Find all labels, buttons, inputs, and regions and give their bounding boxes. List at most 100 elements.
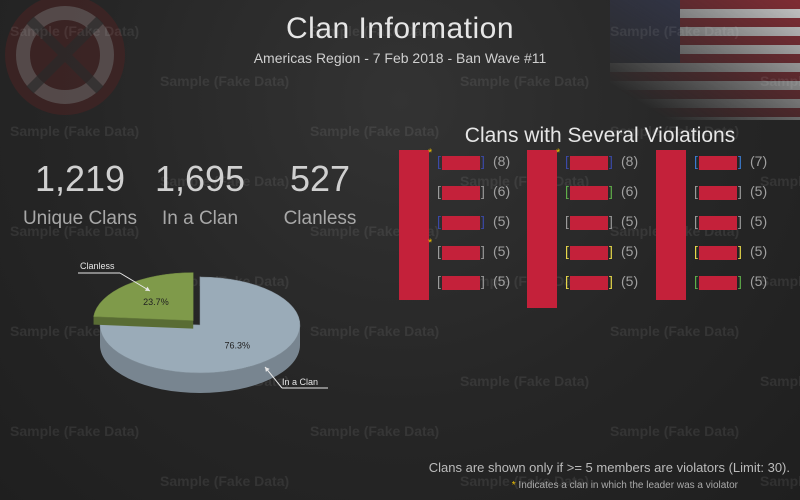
violation-count: (5) [750, 273, 768, 289]
stat-value: 1,219 [34, 158, 126, 199]
violation-count: (6) [493, 183, 511, 199]
star-note-text: Indicates a clan in which the leader was… [518, 480, 738, 491]
stat-clanless: 527 Clanless [255, 158, 385, 230]
flag-image [610, 0, 800, 120]
bracket-open: [ [437, 153, 441, 169]
watermark-text: Sample (Fake Data) [460, 373, 590, 389]
bracket-close: ] [609, 273, 613, 289]
column-bar [399, 150, 429, 300]
watermark-text: Sample (Fake Data) [610, 423, 740, 439]
star-icon: * [428, 237, 433, 249]
pie-callout-arrow [145, 286, 150, 291]
watermark-text: Sample (Fake Data) [310, 123, 440, 139]
clan-entry: * [] (8) [556, 147, 660, 173]
clan-entry: * [] (8) [428, 147, 532, 173]
redacted-clan-name [442, 276, 480, 290]
bracket-open: [ [565, 273, 569, 289]
clan-entry: [] (5) [694, 243, 789, 263]
bracket-close: ] [481, 273, 485, 289]
clan-entry: [] (5) [694, 183, 789, 203]
violation-count: (5) [493, 213, 511, 229]
watermark-text: Sample (Fake Data) [610, 23, 740, 39]
watermark-text: Sample (Fake Data) [460, 73, 590, 89]
redacted-clan-name [699, 246, 737, 260]
watermark-text: Sample (Fake Data) [160, 473, 290, 489]
bracket-open: [ [437, 183, 441, 199]
violation-count: (5) [621, 243, 639, 259]
pie-value-label: 76.3% [225, 340, 251, 350]
watermark-text: Sample (Fake Data) [760, 173, 800, 189]
violation-count: (5) [621, 213, 639, 229]
redacted-clan-name [570, 246, 608, 260]
violation-count: (7) [750, 153, 768, 169]
watermark-text: Sample (Fake Data) [10, 423, 140, 439]
redacted-clan-name [570, 276, 608, 290]
stat-label: In a Clan [161, 208, 239, 229]
watermark-text: Sample (Fake Data) [610, 323, 740, 339]
violations-title: Clans with Several Violations [464, 124, 736, 147]
star-icon: * [428, 147, 433, 159]
redacted-clan-name [699, 186, 737, 200]
pie-callout-leader [119, 272, 151, 292]
bracket-open: [ [565, 213, 569, 229]
bracket-open: [ [694, 273, 698, 289]
bracket-close: ] [609, 243, 613, 259]
watermark-text: Sample (Fake Data) [310, 323, 440, 339]
redacted-clan-name [442, 216, 480, 230]
footer-note: Clans are shown only if >= 5 members are… [428, 460, 790, 475]
pie-callout-leader [264, 366, 283, 389]
redacted-clan-name [699, 276, 737, 290]
watermark-text: Sample (Fake Data) [760, 373, 800, 389]
pie-slice [93, 272, 194, 321]
bracket-close: ] [738, 243, 742, 259]
redacted-clan-name [570, 156, 608, 170]
page-subtitle: Americas Region - 7 Feb 2018 - Ban Wave … [253, 50, 547, 66]
clan-entry: [] (5) [565, 213, 660, 233]
page-title: Clan Information [285, 12, 515, 45]
pie-callout-label: In a Clan [282, 377, 318, 387]
clan-entry: [] (5) [437, 273, 532, 293]
bracket-close: ] [738, 213, 742, 229]
bracket-close: ] [481, 153, 485, 169]
watermark-text: Sample (Fake Data) [310, 423, 440, 439]
violation-count: (5) [493, 273, 511, 289]
stat-in-a-clan: 1,695 In a Clan [135, 158, 265, 230]
redacted-clan-name [699, 156, 737, 170]
pie-slice [99, 276, 301, 374]
watermark-text: Sample (Fake Data) [760, 473, 800, 489]
bracket-close: ] [609, 153, 613, 169]
watermark-text: Sample (Fake Data) [310, 23, 440, 39]
pie-value-label: 23.7% [143, 297, 169, 307]
violation-count: (5) [750, 183, 768, 199]
stat-value: 1,695 [154, 158, 246, 199]
clan-entry: [] (7) [694, 153, 789, 173]
bracket-open: [ [694, 243, 698, 259]
watermark-text: Sample (Fake Data) [760, 273, 800, 289]
violation-count: (5) [750, 243, 768, 259]
bracket-close: ] [738, 183, 742, 199]
bracket-open: [ [565, 183, 569, 199]
redacted-clan-name [442, 246, 480, 260]
pie-callout-label: Clanless [80, 261, 115, 271]
watermark-text: Sample (Fake Data) [160, 173, 290, 189]
violation-count: (5) [493, 243, 511, 259]
clan-entry: [] (5) [694, 213, 789, 233]
bracket-open: [ [694, 153, 698, 169]
violation-count: (8) [621, 153, 639, 169]
watermark-text: Sample (Fake Data) [160, 73, 290, 89]
pie-side-wall [100, 325, 300, 393]
bracket-open: [ [565, 243, 569, 259]
bracket-open: [ [437, 273, 441, 289]
watermark-text: Sample (Fake Data) [10, 223, 140, 239]
star-icon: * [556, 147, 561, 159]
redacted-clan-name [570, 216, 608, 230]
clan-entry: [] (5) [437, 213, 532, 233]
bracket-open: [ [694, 183, 698, 199]
redacted-clan-name [699, 216, 737, 230]
bracket-close: ] [738, 153, 742, 169]
violation-count: (5) [621, 273, 639, 289]
bracket-close: ] [481, 243, 485, 259]
footer-star-note: * Indicates a clan in which the leader w… [512, 480, 738, 491]
stat-label: Unique Clans [22, 208, 138, 229]
violation-count: (5) [750, 213, 768, 229]
